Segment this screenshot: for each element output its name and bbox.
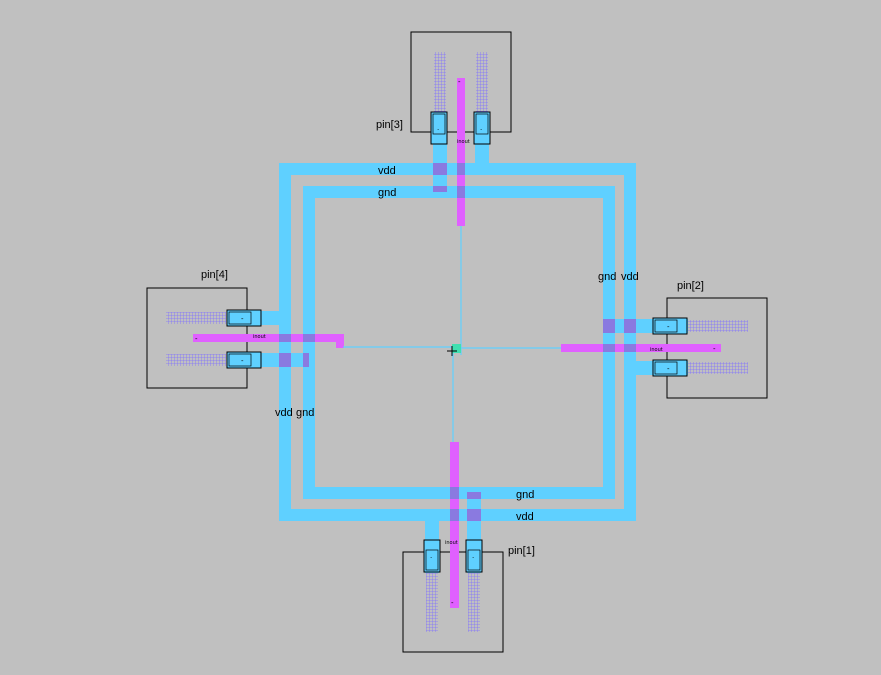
via xyxy=(303,334,315,342)
pin-labels: pin[3] pin[2] pin[4] pin[1] xyxy=(201,119,704,557)
via xyxy=(433,163,447,175)
via xyxy=(433,186,447,192)
vdd-top-label: vdd xyxy=(378,165,396,177)
via xyxy=(603,344,615,352)
pin4-terminal-top-mark: - xyxy=(241,315,244,323)
pin2-terminal-bottom-mark: - xyxy=(667,365,670,373)
flylines xyxy=(343,226,561,442)
terminal-inner-box xyxy=(432,113,446,135)
via xyxy=(450,509,459,521)
via xyxy=(603,319,615,333)
via xyxy=(467,509,481,521)
inout-labels: inout inout inout inout xyxy=(253,139,663,546)
pin4-wire-end-mark: - xyxy=(195,335,198,343)
gnd-ring-left[interactable] xyxy=(303,186,315,499)
gnd-ring-right[interactable] xyxy=(603,186,615,499)
pin3-terminal-left-mark: . xyxy=(437,124,439,132)
via xyxy=(467,492,481,499)
pin4-inout-label: inout xyxy=(253,334,266,340)
pin1-label[interactable]: pin[1] xyxy=(508,545,535,557)
pin4-signal-wire[interactable] xyxy=(193,334,343,342)
origin-marker xyxy=(452,344,461,353)
pin2-terminal-top-mark: - xyxy=(667,323,670,331)
pin3-grid-left xyxy=(434,52,446,112)
terminal-inner-box xyxy=(475,113,489,135)
pin1-grid-left xyxy=(426,572,438,632)
pin1-terminal-left-mark: . xyxy=(430,552,432,560)
pin2-label[interactable]: pin[2] xyxy=(677,280,704,292)
terminal-inner-box xyxy=(228,353,252,367)
via xyxy=(624,319,636,333)
pin4-terminal-bottom-mark: - xyxy=(241,357,244,365)
origin-crosshair-icon xyxy=(447,346,457,356)
via xyxy=(450,487,459,499)
terminal-inner-box xyxy=(654,319,678,333)
metal2-layer xyxy=(193,78,721,608)
terminal-inner-box xyxy=(654,361,678,375)
pin2-grid-top xyxy=(688,320,748,332)
terminal-inner xyxy=(228,113,678,571)
via xyxy=(457,186,465,198)
via xyxy=(279,334,291,342)
pin3-grid-right xyxy=(476,52,488,112)
pin1-signal-wire[interactable] xyxy=(450,442,459,608)
pin1-inout-label: inout xyxy=(445,540,458,546)
via xyxy=(624,344,636,352)
terminal-inner-box xyxy=(228,311,252,325)
vdd-ring-right[interactable] xyxy=(624,163,636,521)
via xyxy=(457,163,465,175)
pad-grids xyxy=(166,52,748,632)
gnd-right-label: gnd xyxy=(598,271,616,283)
pin4-label[interactable]: pin[4] xyxy=(201,269,228,281)
pin3-terminal-right-mark: . xyxy=(480,124,482,132)
gnd-bottom-label: gnd xyxy=(516,489,534,501)
terminal-inner-box xyxy=(425,549,439,571)
vdd-left-label: vdd xyxy=(275,407,293,419)
pin1-grid-right xyxy=(468,572,480,632)
gnd-top-label: gnd xyxy=(378,187,396,199)
pin2-grid-bottom xyxy=(688,362,748,374)
pin2-wire-end-mark: - xyxy=(713,345,716,353)
pin1-wire-end-mark: - xyxy=(451,599,454,607)
gnd-left-label: gnd xyxy=(296,407,314,419)
pin4-grid-top xyxy=(166,312,226,324)
vdd-right-label: vdd xyxy=(621,271,639,283)
overlap-regions xyxy=(279,163,636,521)
pin3-wire-end-mark: - xyxy=(458,78,461,86)
rail-labels: vdd gnd gnd vdd vdd gnd gnd vdd xyxy=(275,165,639,523)
terminal-inner-box xyxy=(467,549,481,571)
via xyxy=(303,353,309,367)
pin2-inout-label: inout xyxy=(650,347,663,353)
terminal-marks: . . - - - - - - - . . - xyxy=(195,78,716,607)
pin2-signal-wire[interactable] xyxy=(561,344,721,352)
via xyxy=(279,353,291,367)
pin4-grid-bottom xyxy=(166,354,226,366)
pin4-signal-end xyxy=(336,334,344,348)
pin1-terminal-right-mark: . xyxy=(472,552,474,560)
pin3-inout-label: inout xyxy=(457,139,470,145)
pin3-label[interactable]: pin[3] xyxy=(376,119,403,131)
vdd-bottom-label: vdd xyxy=(516,511,534,523)
pin3-signal-wire[interactable] xyxy=(457,78,465,226)
